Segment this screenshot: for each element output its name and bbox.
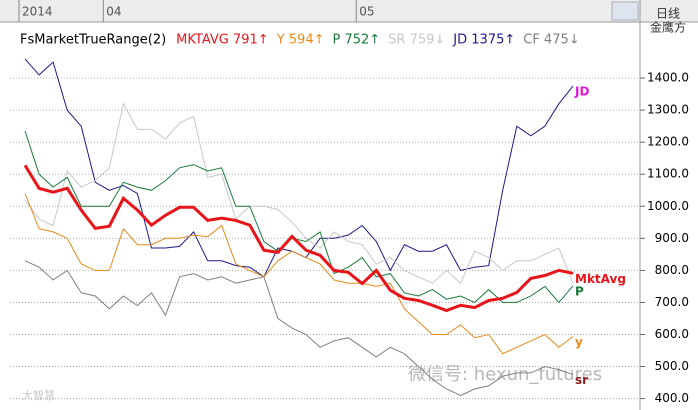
x-tick-label: 2014: [22, 5, 53, 19]
x-tick-label: 04: [106, 5, 121, 19]
series-line: [23, 164, 574, 313]
x-tick-label: 05: [359, 5, 374, 19]
legend-entry: MKTAVG 791↑: [176, 33, 269, 48]
watermark: 微信号: hexun_futures: [408, 364, 602, 385]
legend-entry: JD 1375↑: [452, 33, 515, 48]
y-tick-label: 600.0: [655, 327, 689, 341]
legend-entry: Y 594↑: [276, 33, 325, 48]
y-tick-label: 700.0: [655, 295, 689, 309]
y-tick-label: 1200.0: [647, 135, 689, 149]
end-label: MktAvg: [575, 272, 626, 286]
legend-entry: SR 759↓: [388, 33, 445, 48]
series-line: [24, 102, 574, 285]
chart-title: FsMarketTrueRange(2): [20, 33, 166, 48]
y-tick-label: 1000.0: [647, 199, 689, 213]
y-tick-label: 900.0: [655, 231, 689, 245]
legend-entry: P 752↑: [332, 33, 380, 48]
y-tick-label: 400.0: [655, 391, 689, 405]
series-line: [24, 260, 574, 396]
date-bar: [0, 0, 698, 22]
logo: 大智慧: [22, 388, 55, 402]
series-line: [24, 130, 574, 304]
corner-label: 金鹰方: [650, 20, 686, 35]
legend-entry: CF 475↓: [523, 33, 579, 48]
end-label: sr: [575, 373, 588, 387]
y-tick-label: 1100.0: [647, 167, 689, 181]
end-label: y: [575, 335, 583, 349]
series-line: [24, 193, 574, 355]
period-label: 日线: [656, 7, 680, 21]
end-label: JD: [574, 85, 589, 99]
y-tick-label: 800.0: [655, 263, 689, 277]
scroll-box: [611, 1, 639, 21]
y-tick-label: 500.0: [655, 359, 689, 373]
y-tick-label: 1400.0: [647, 71, 689, 85]
end-label: P: [575, 284, 584, 298]
y-tick-label: 1300.0: [647, 103, 689, 117]
